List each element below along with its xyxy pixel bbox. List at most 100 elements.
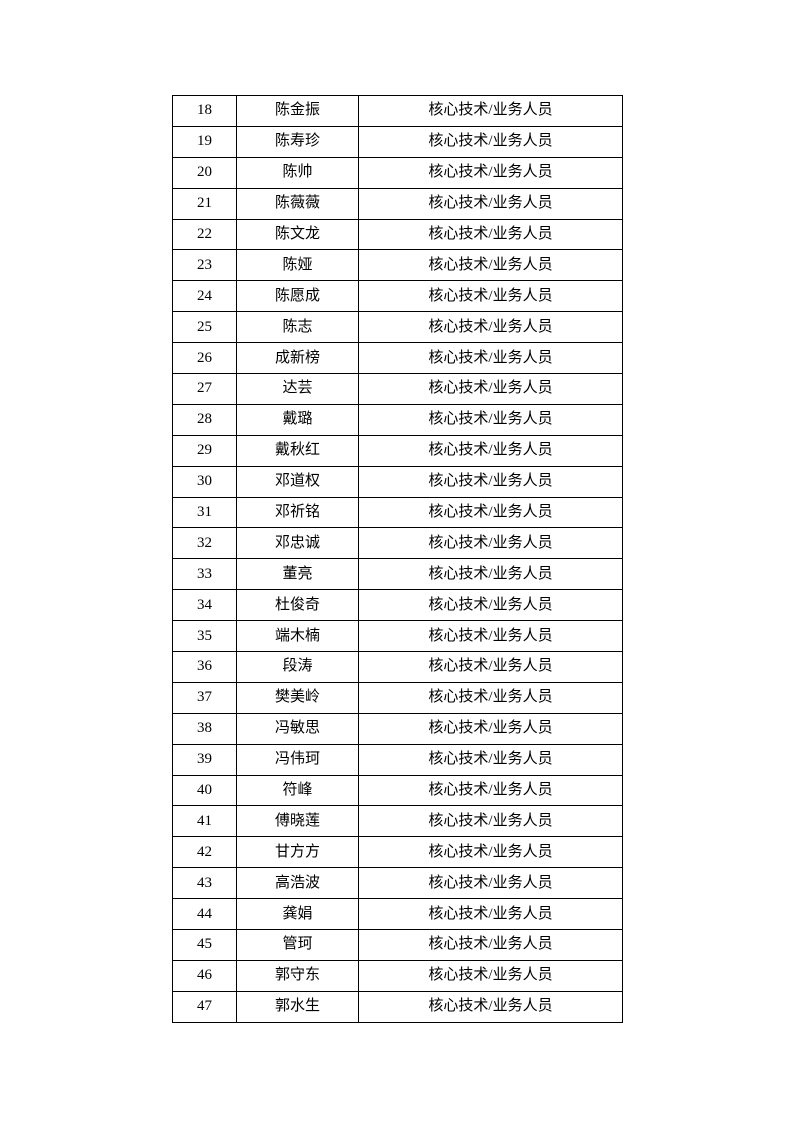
row-index-cell: 19 <box>172 125 237 158</box>
row-role-cell: 核心技术/业务人员 <box>358 836 623 869</box>
row-role-cell: 核心技术/业务人员 <box>358 125 623 158</box>
row-role-cell: 核心技术/业务人员 <box>358 990 623 1023</box>
row-name-cell: 陈帅 <box>236 156 359 189</box>
row-role-cell: 核心技术/业务人员 <box>358 929 623 961</box>
row-name-cell: 陈愿成 <box>236 280 359 313</box>
row-role-cell: 核心技术/业务人员 <box>358 280 623 313</box>
row-role-cell: 核心技术/业务人员 <box>358 774 623 807</box>
row-name-cell: 邓祈铭 <box>236 496 359 529</box>
row-index-cell: 41 <box>172 805 237 838</box>
table-row: 23 陈娅 核心技术/业务人员 <box>172 249 623 282</box>
table-row: 46 郭守东 核心技术/业务人员 <box>172 959 623 992</box>
row-name-cell: 管珂 <box>236 929 359 961</box>
row-index-cell: 18 <box>172 95 237 127</box>
row-name-cell: 端木楠 <box>236 620 359 653</box>
row-role-cell: 核心技术/业务人员 <box>358 373 623 405</box>
row-name-cell: 邓道权 <box>236 465 359 498</box>
table-row: 19 陈寿珍 核心技术/业务人员 <box>172 125 623 158</box>
row-role-cell: 核心技术/业务人员 <box>358 620 623 653</box>
table-row: 26 成新榜 核心技术/业务人员 <box>172 342 623 375</box>
row-index-cell: 22 <box>172 218 237 251</box>
row-role-cell: 核心技术/业务人员 <box>358 95 623 127</box>
table-row: 34 杜俊奇 核心技术/业务人员 <box>172 589 623 622</box>
table-row: 42 甘方方 核心技术/业务人员 <box>172 836 623 869</box>
row-role-cell: 核心技术/业务人员 <box>358 342 623 375</box>
table-row: 38 冯敏思 核心技术/业务人员 <box>172 712 623 745</box>
row-role-cell: 核心技术/业务人员 <box>358 249 623 282</box>
row-name-cell: 陈寿珍 <box>236 125 359 158</box>
row-name-cell: 冯敏思 <box>236 712 359 745</box>
row-role-cell: 核心技术/业务人员 <box>358 403 623 436</box>
row-role-cell: 核心技术/业务人员 <box>358 187 623 220</box>
row-role-cell: 核心技术/业务人员 <box>358 558 623 591</box>
row-index-cell: 24 <box>172 280 237 313</box>
row-role-cell: 核心技术/业务人员 <box>358 465 623 498</box>
row-role-cell: 核心技术/业务人员 <box>358 527 623 560</box>
row-index-cell: 36 <box>172 651 237 683</box>
row-index-cell: 26 <box>172 342 237 375</box>
row-role-cell: 核心技术/业务人员 <box>358 156 623 189</box>
row-role-cell: 核心技术/业务人员 <box>358 651 623 683</box>
table-row: 27 达芸 核心技术/业务人员 <box>172 373 623 405</box>
row-name-cell: 高浩波 <box>236 867 359 900</box>
row-name-cell: 杜俊奇 <box>236 589 359 622</box>
row-name-cell: 段涛 <box>236 651 359 683</box>
row-role-cell: 核心技术/业务人员 <box>358 743 623 776</box>
row-index-cell: 39 <box>172 743 237 776</box>
row-index-cell: 43 <box>172 867 237 900</box>
table-row: 40 符峰 核心技术/业务人员 <box>172 774 623 807</box>
personnel-table-body: 18 陈金振 核心技术/业务人员 19 陈寿珍 核心技术/业务人员 20 陈帅 … <box>172 95 623 1023</box>
row-name-cell: 陈娅 <box>236 249 359 282</box>
row-role-cell: 核心技术/业务人员 <box>358 496 623 529</box>
row-index-cell: 45 <box>172 929 237 961</box>
row-index-cell: 32 <box>172 527 237 560</box>
row-index-cell: 31 <box>172 496 237 529</box>
row-index-cell: 20 <box>172 156 237 189</box>
table-row: 21 陈薇薇 核心技术/业务人员 <box>172 187 623 220</box>
table-row: 44 龚娟 核心技术/业务人员 <box>172 898 623 931</box>
row-role-cell: 核心技术/业务人员 <box>358 712 623 745</box>
row-role-cell: 核心技术/业务人员 <box>358 311 623 344</box>
row-index-cell: 21 <box>172 187 237 220</box>
table-row: 33 董亮 核心技术/业务人员 <box>172 558 623 591</box>
table-row: 30 邓道权 核心技术/业务人员 <box>172 465 623 498</box>
row-name-cell: 达芸 <box>236 373 359 405</box>
table-row: 20 陈帅 核心技术/业务人员 <box>172 156 623 189</box>
row-index-cell: 42 <box>172 836 237 869</box>
table-row: 28 戴璐 核心技术/业务人员 <box>172 403 623 436</box>
row-role-cell: 核心技术/业务人员 <box>358 681 623 714</box>
row-name-cell: 陈金振 <box>236 95 359 127</box>
table-row: 32 邓忠诚 核心技术/业务人员 <box>172 527 623 560</box>
row-name-cell: 陈志 <box>236 311 359 344</box>
row-name-cell: 符峰 <box>236 774 359 807</box>
row-index-cell: 27 <box>172 373 237 405</box>
row-role-cell: 核心技术/业务人员 <box>358 898 623 931</box>
row-name-cell: 傅晓莲 <box>236 805 359 838</box>
row-index-cell: 33 <box>172 558 237 591</box>
row-role-cell: 核心技术/业务人员 <box>358 959 623 992</box>
table-row: 29 戴秋红 核心技术/业务人员 <box>172 434 623 467</box>
row-role-cell: 核心技术/业务人员 <box>358 218 623 251</box>
row-index-cell: 30 <box>172 465 237 498</box>
row-index-cell: 44 <box>172 898 237 931</box>
table-row: 43 高浩波 核心技术/业务人员 <box>172 867 623 900</box>
row-name-cell: 董亮 <box>236 558 359 591</box>
row-index-cell: 23 <box>172 249 237 282</box>
row-index-cell: 35 <box>172 620 237 653</box>
row-index-cell: 40 <box>172 774 237 807</box>
table-row: 31 邓祈铭 核心技术/业务人员 <box>172 496 623 529</box>
row-name-cell: 郭守东 <box>236 959 359 992</box>
row-name-cell: 成新榜 <box>236 342 359 375</box>
row-name-cell: 戴璐 <box>236 403 359 436</box>
row-index-cell: 38 <box>172 712 237 745</box>
table-row: 22 陈文龙 核心技术/业务人员 <box>172 218 623 251</box>
row-index-cell: 47 <box>172 990 237 1023</box>
row-index-cell: 34 <box>172 589 237 622</box>
table-row: 36 段涛 核心技术/业务人员 <box>172 651 623 683</box>
row-name-cell: 陈薇薇 <box>236 187 359 220</box>
table-row: 39 冯伟珂 核心技术/业务人员 <box>172 743 623 776</box>
row-index-cell: 28 <box>172 403 237 436</box>
table-row: 18 陈金振 核心技术/业务人员 <box>172 95 623 127</box>
table-row: 45 管珂 核心技术/业务人员 <box>172 929 623 961</box>
